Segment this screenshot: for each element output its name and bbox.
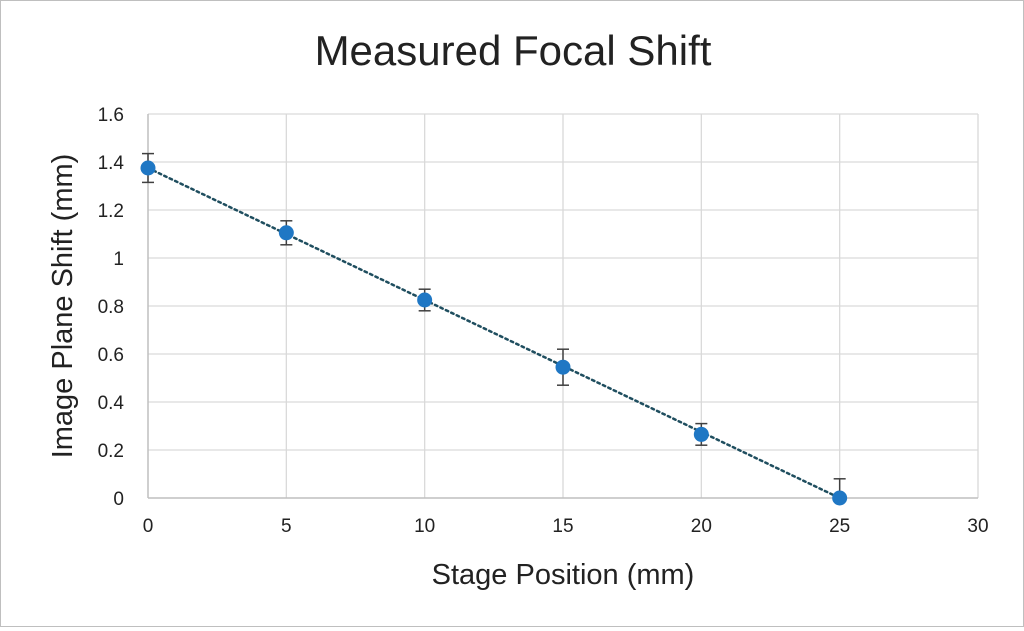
data-point <box>278 225 294 241</box>
y-tick-label: 1.6 <box>98 105 124 126</box>
trendline <box>146 166 841 500</box>
data-point <box>140 160 156 176</box>
x-tick-label: 0 <box>143 516 154 537</box>
tick-labels: 0 5 10 15 20 25 30 0 0.2 0.4 0.6 0.8 1 1.2 1.4 1.6 <box>98 105 989 537</box>
x-tick-label: 20 <box>691 516 712 537</box>
y-tick-label: 0 <box>113 489 124 510</box>
gridlines <box>148 113 979 498</box>
x-tick-label: 15 <box>552 516 573 537</box>
x-tick-label: 25 <box>829 516 850 537</box>
y-tick-label: 0.6 <box>98 345 124 366</box>
x-axis-title: Stage Position (mm) <box>432 559 695 591</box>
data-point <box>417 292 433 308</box>
y-axis-title: Image Plane Shift (mm) <box>47 154 79 459</box>
linear-trendline <box>146 166 841 500</box>
error-bars <box>142 152 846 499</box>
data-point <box>832 490 848 506</box>
x-tick-label: 10 <box>414 516 435 537</box>
y-tick-label: 0.2 <box>98 441 124 462</box>
y-tick-label: 0.4 <box>98 393 125 414</box>
y-tick-label: 1 <box>113 249 124 270</box>
x-tick-label: 30 <box>967 516 988 537</box>
data-points <box>140 160 848 506</box>
y-tick-label: 1.2 <box>98 201 124 222</box>
chart-title: Measured Focal Shift <box>315 27 712 74</box>
data-point <box>693 426 709 442</box>
y-tick-label: 0.8 <box>98 297 124 318</box>
x-tick-label: 5 <box>281 516 292 537</box>
y-tick-label: 1.4 <box>98 153 125 174</box>
data-point <box>555 359 571 375</box>
